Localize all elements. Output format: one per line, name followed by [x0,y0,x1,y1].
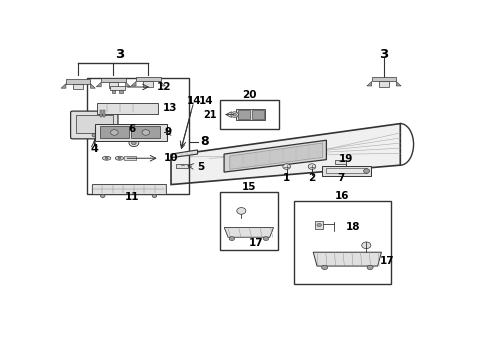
Bar [91,184,165,194]
Bar [103,110,105,117]
Text: 4: 4 [90,144,98,153]
Text: 12: 12 [156,82,171,92]
Circle shape [229,237,234,240]
Text: 13: 13 [163,103,177,113]
Polygon shape [224,140,326,172]
Text: 3: 3 [115,48,124,61]
Bar [321,166,370,176]
Text: 14: 14 [180,96,201,148]
Polygon shape [229,143,322,169]
Text: 15: 15 [241,181,256,192]
Ellipse shape [102,156,111,160]
Bar [109,86,124,90]
Text: 7: 7 [336,173,344,183]
Circle shape [110,130,118,135]
Circle shape [92,134,96,137]
Circle shape [282,164,290,169]
Text: 3: 3 [379,48,388,61]
Polygon shape [131,81,136,86]
Bar [236,109,264,120]
Polygon shape [125,82,130,87]
Text: 10: 10 [163,153,178,163]
Circle shape [100,194,105,198]
Bar [136,77,160,81]
Bar [220,100,279,129]
Text: 17: 17 [379,256,393,266]
Text: 1: 1 [283,173,290,183]
Bar [140,138,150,141]
Text: 17: 17 [249,238,263,248]
Bar [124,156,136,161]
Circle shape [232,113,236,116]
Circle shape [307,164,315,169]
Circle shape [131,141,136,145]
Circle shape [230,112,238,117]
Bar [108,82,118,88]
Bar [119,90,122,93]
Bar [95,124,167,141]
Text: 18: 18 [345,222,359,232]
FancyBboxPatch shape [70,111,118,139]
Text: 5: 5 [197,162,204,172]
Bar [325,168,366,174]
Bar [75,115,113,133]
Circle shape [321,265,327,270]
Circle shape [129,139,139,147]
Polygon shape [96,82,101,87]
Bar [101,78,125,82]
Bar [251,111,264,119]
Polygon shape [90,84,95,88]
Circle shape [363,169,369,173]
Bar [176,164,188,168]
Bar [371,77,395,81]
Polygon shape [395,81,400,86]
Text: 6: 6 [128,124,135,134]
Circle shape [118,157,121,159]
Text: 14: 14 [198,96,213,105]
Polygon shape [171,150,197,158]
Bar [143,81,153,87]
Circle shape [236,208,245,214]
Bar [294,201,390,284]
Bar [87,78,189,194]
Polygon shape [171,123,400,185]
Bar [66,79,90,84]
Bar [97,103,158,114]
Text: 21: 21 [203,109,216,120]
Text: 2: 2 [308,173,315,183]
Bar [334,160,346,165]
Polygon shape [313,252,381,266]
Bar [131,126,160,138]
Text: 19: 19 [339,154,353,164]
Bar [219,192,278,250]
Text: 8: 8 [200,135,209,148]
Circle shape [263,237,268,240]
Bar [73,84,83,89]
Bar [237,111,249,119]
Circle shape [152,194,156,198]
Bar [112,90,115,93]
Circle shape [105,157,108,159]
Text: 16: 16 [335,191,349,201]
Bar [100,126,129,138]
Circle shape [316,223,321,227]
Polygon shape [366,81,371,86]
Text: 20: 20 [242,90,256,100]
Polygon shape [61,84,66,88]
Polygon shape [160,81,165,86]
Bar [314,221,323,229]
Circle shape [142,130,149,135]
Bar [100,110,102,117]
Bar [378,81,388,87]
Circle shape [361,242,370,249]
Text: 9: 9 [164,127,171,138]
Polygon shape [224,228,273,237]
Ellipse shape [115,156,123,160]
Text: 11: 11 [125,192,140,202]
Circle shape [366,265,372,270]
